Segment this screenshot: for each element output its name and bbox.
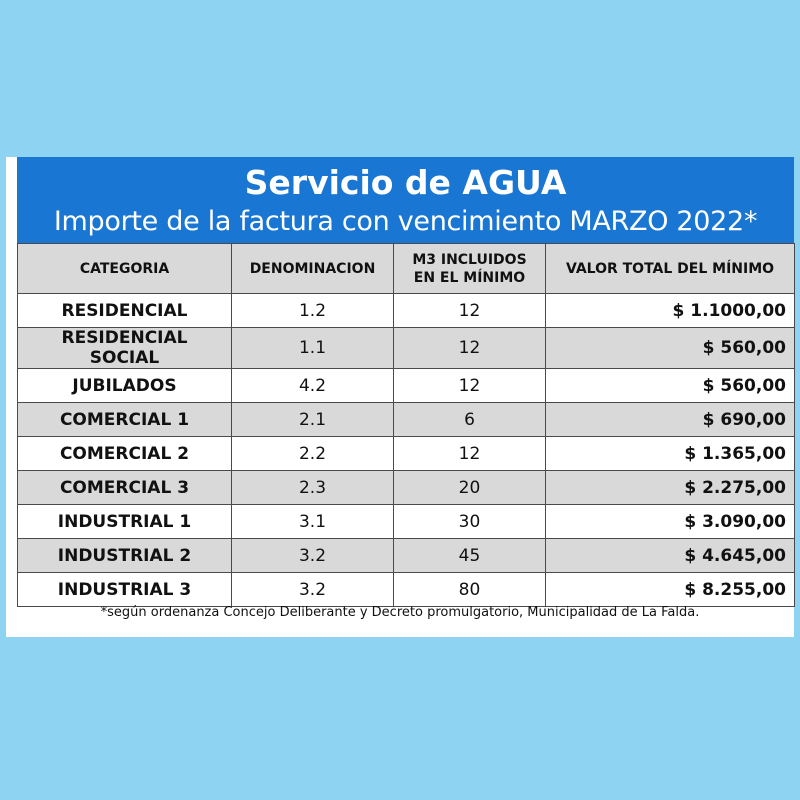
cell-valor: $ 560,00 — [545, 327, 795, 369]
cell-denominacion: 3.1 — [231, 504, 394, 539]
table-row: INDUSTRIAL 1 3.1 30 $ 3.090,00 — [17, 504, 795, 539]
cell-categoria: INDUSTRIAL 2 — [17, 538, 232, 573]
header-m3-line2: EN EL MÍNIMO — [413, 269, 526, 286]
cell-m3: 12 — [393, 436, 546, 471]
cell-valor: $ 4.645,00 — [545, 538, 795, 573]
cell-m3: 80 — [393, 572, 546, 607]
cell-categoria: COMERCIAL 2 — [17, 436, 232, 471]
page-subtitle: Importe de la factura con vencimiento MA… — [53, 206, 758, 237]
cell-m3: 30 — [393, 504, 546, 539]
cell-valor: $ 2.275,00 — [545, 470, 795, 505]
cell-valor: $ 560,00 — [545, 368, 795, 403]
header-denominacion: DENOMINACION — [231, 243, 394, 294]
cell-m3: 12 — [393, 368, 546, 403]
cell-m3: 12 — [393, 327, 546, 369]
footnote: *según ordenanza Concejo Deliberante y D… — [100, 605, 700, 620]
table-row: INDUSTRIAL 2 3.2 45 $ 4.645,00 — [17, 538, 795, 573]
cell-m3: 20 — [393, 470, 546, 505]
cell-valor: $ 1.1000,00 — [545, 293, 795, 328]
cell-categoria: COMERCIAL 1 — [17, 402, 232, 437]
title-banner: Servicio de AGUA Importe de la factura c… — [17, 157, 794, 243]
header-m3: M3 INCLUIDOS EN EL MÍNIMO — [393, 243, 546, 294]
cell-denominacion: 3.2 — [231, 538, 394, 573]
cell-m3: 6 — [393, 402, 546, 437]
cell-categoria: COMERCIAL 3 — [17, 470, 232, 505]
cell-denominacion: 2.1 — [231, 402, 394, 437]
cell-valor: $ 1.365,00 — [545, 436, 795, 471]
cell-categoria: RESIDENCIAL — [17, 293, 232, 328]
cell-categoria: JUBILADOS — [17, 368, 232, 403]
cell-valor: $ 3.090,00 — [545, 504, 795, 539]
table-row: COMERCIAL 1 2.1 6 $ 690,00 — [17, 402, 795, 437]
tariff-card: Servicio de AGUA Importe de la factura c… — [6, 157, 795, 637]
cell-denominacion: 2.2 — [231, 436, 394, 471]
table-row: JUBILADOS 4.2 12 $ 560,00 — [17, 368, 795, 403]
header-valor: VALOR TOTAL DEL MÍNIMO — [545, 243, 795, 294]
cell-valor: $ 690,00 — [545, 402, 795, 437]
cell-denominacion: 1.1 — [231, 327, 394, 369]
cell-m3: 45 — [393, 538, 546, 573]
table-row: RESIDENCIAL SOCIAL 1.1 12 $ 560,00 — [17, 327, 795, 369]
table-row: RESIDENCIAL 1.2 12 $ 1.1000,00 — [17, 293, 795, 328]
cell-categoria: INDUSTRIAL 3 — [17, 572, 232, 607]
cell-m3: 12 — [393, 293, 546, 328]
cell-denominacion: 4.2 — [231, 368, 394, 403]
page-title: Servicio de AGUA — [244, 163, 567, 202]
table-row: COMERCIAL 2 2.2 12 $ 1.365,00 — [17, 436, 795, 471]
tariff-table: CATEGORIA DENOMINACION M3 INCLUIDOS EN E… — [17, 243, 795, 607]
cell-categoria: RESIDENCIAL SOCIAL — [17, 327, 232, 369]
cell-denominacion: 3.2 — [231, 572, 394, 607]
table-row: INDUSTRIAL 3 3.2 80 $ 8.255,00 — [17, 572, 795, 607]
cell-denominacion: 2.3 — [231, 470, 394, 505]
header-m3-line1: M3 INCLUIDOS — [412, 251, 527, 268]
header-categoria: CATEGORIA — [17, 243, 232, 294]
table-row: COMERCIAL 3 2.3 20 $ 2.275,00 — [17, 470, 795, 505]
cell-categoria: INDUSTRIAL 1 — [17, 504, 232, 539]
cell-denominacion: 1.2 — [231, 293, 394, 328]
cell-valor: $ 8.255,00 — [545, 572, 795, 607]
table-header: CATEGORIA DENOMINACION M3 INCLUIDOS EN E… — [17, 243, 795, 294]
